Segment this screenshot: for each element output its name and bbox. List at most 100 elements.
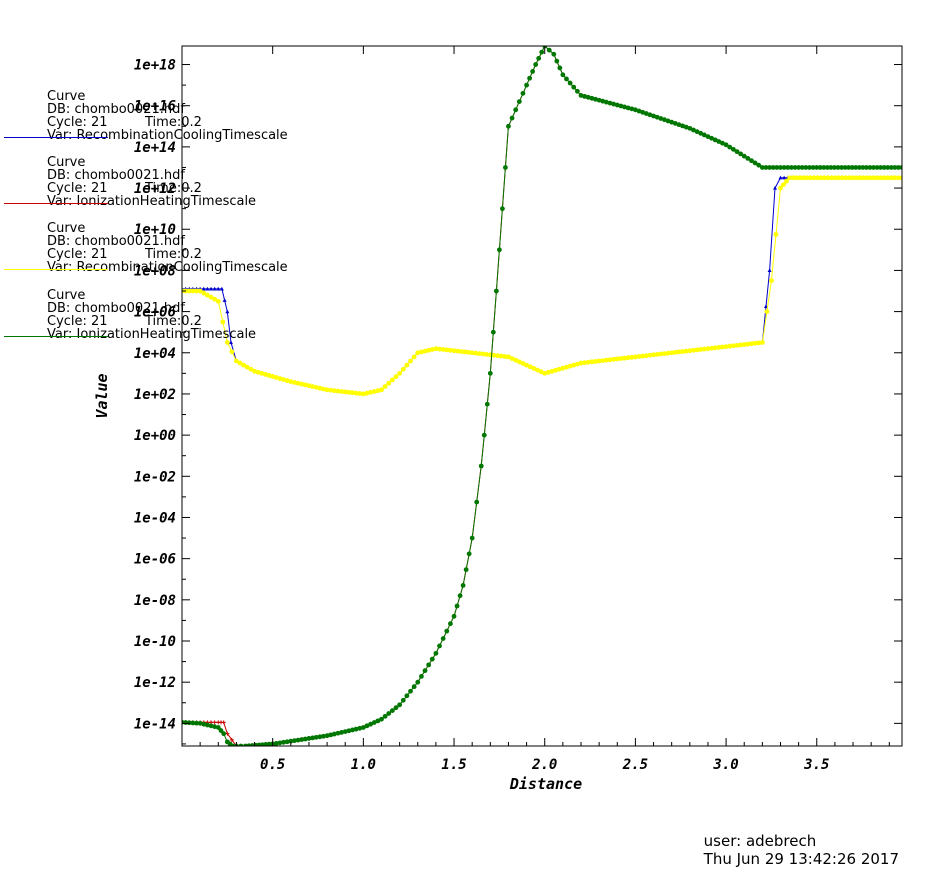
data-point [857,175,863,181]
data-point [596,358,602,364]
data-point [618,103,624,109]
data-point [328,387,334,393]
legend-swatch [4,336,108,337]
data-point [339,389,344,394]
data-point [415,350,421,356]
data-point [498,353,504,359]
data-point [885,175,891,181]
data-point [295,737,301,743]
data-point [244,364,250,370]
data-point [506,354,511,360]
data-point [778,165,783,170]
data-point [720,140,725,146]
legend-curve-title: Curve [47,155,86,170]
data-point [321,386,326,392]
data-point [803,165,809,170]
data-point [506,123,511,129]
data-point [578,93,584,98]
data-point [571,84,577,90]
data-point [665,118,671,124]
data-point [404,362,410,368]
data-point [397,370,403,376]
series-group [182,175,902,397]
data-point [255,369,261,375]
legend-db: DB: chombo0021.hdf [47,102,185,117]
data-point [720,344,725,350]
data-point [216,286,221,291]
data-point [727,343,733,349]
data-point [804,175,810,181]
data-point [683,348,689,354]
data-point [437,346,442,352]
data-point [881,165,887,170]
legend-time: Time:0.2 [145,181,202,196]
y-tick-label: 1e-04 [134,510,176,526]
y-tick-label: 1e-06 [134,552,176,568]
data-point [463,567,469,573]
data-point [212,286,217,291]
data-point [284,378,290,383]
data-point [738,151,743,157]
data-point [288,379,294,384]
data-point [782,175,787,180]
data-point [712,345,718,351]
data-point [698,130,704,136]
data-point [491,352,497,358]
data-point [335,730,341,736]
y-tick-label: 1e-02 [134,469,176,485]
data-point [622,104,627,110]
data-point [672,349,678,355]
data-point [818,175,824,181]
data-point [457,593,463,599]
data-point [252,368,257,374]
data-point [539,49,545,55]
data-point [516,99,522,104]
data-point [437,643,442,649]
data-point [238,743,244,746]
data-point [220,319,226,325]
data-point [839,175,845,181]
y-tick-label: 1e+14 [134,140,176,156]
data-point [585,94,591,100]
legend-entry: Curve DB: chombo0021.hdf Cycle: 21 Time:… [0,222,300,288]
data-point [764,309,770,314]
data-point [241,362,247,368]
data-point [821,165,827,170]
data-point [527,75,533,81]
data-point [368,389,374,395]
data-point [197,720,203,726]
legend-cycle: Cycle: 21 [47,247,108,262]
data-point [331,388,337,394]
data-point [509,115,515,121]
data-point [665,350,671,356]
data-point [745,156,751,161]
data-point [828,165,834,170]
data-point [219,286,224,291]
data-point [625,355,631,361]
data-point [208,294,214,300]
data-point [513,357,519,363]
legend-entry: Curve DB: chombo0021.hdf Cycle: 21 Time:… [0,156,300,222]
data-point [585,359,591,365]
data-point [429,656,435,662]
data-point [889,175,894,181]
data-point [843,175,848,181]
data-point [277,740,283,746]
data-point [292,380,297,385]
data-point [811,175,817,181]
data-point [662,117,667,123]
data-point [466,349,471,355]
data-point [712,137,718,143]
data-point [603,99,609,105]
data-point [201,721,207,727]
data-point [444,347,450,353]
data-point [815,175,820,181]
data-point [503,165,508,170]
y-tick-label: 1e+06 [134,305,176,321]
data-point [787,175,792,181]
data-point [204,292,210,298]
data-point [273,375,279,380]
data-point [582,360,588,366]
data-point [557,65,563,71]
data-point [767,165,773,170]
